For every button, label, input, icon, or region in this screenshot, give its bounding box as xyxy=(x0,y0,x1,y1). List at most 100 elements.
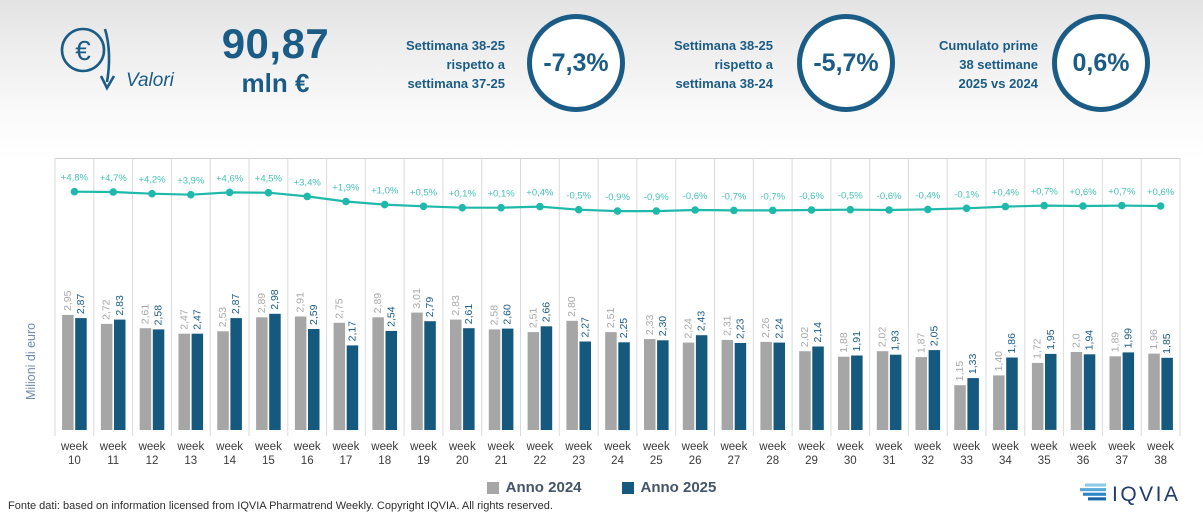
kpi-label-line: settimana 37-25 xyxy=(407,75,505,91)
week-label: week xyxy=(952,441,980,453)
bar-anno-2024 xyxy=(372,317,384,430)
line-point xyxy=(497,203,505,212)
bar-anno-2024 xyxy=(100,323,113,430)
line-point-label: -0,1% xyxy=(954,189,979,200)
bar-anno-2024 xyxy=(644,339,656,430)
bar-value-2024: 2,51 xyxy=(527,308,539,329)
bar-anno-2025 xyxy=(308,329,320,430)
kpi-label-line: rispetto a xyxy=(446,56,505,72)
line-point xyxy=(807,206,816,214)
bar-value-2025: 2,27 xyxy=(579,317,591,338)
bar-value-2024: 2,89 xyxy=(256,293,268,314)
line-point-label: +0,1% xyxy=(487,189,515,200)
bar-anno-2024 xyxy=(915,357,927,430)
line-point-label: +0,4% xyxy=(992,188,1020,199)
week-number: 17 xyxy=(340,455,353,467)
bar-value-2024: 2,47 xyxy=(178,309,190,330)
line-point-label: -0,9% xyxy=(605,192,630,203)
valori-badge: € Valori xyxy=(56,20,226,120)
week-number: 24 xyxy=(611,455,624,467)
week-number: 33 xyxy=(960,455,973,467)
week-label: week xyxy=(448,441,476,453)
bar-anno-2025 xyxy=(114,319,126,430)
headline-value: 90,87 xyxy=(221,20,330,67)
bar-anno-2025 xyxy=(967,378,979,430)
bar-value-2025: 1,33 xyxy=(967,354,979,375)
week-number: 20 xyxy=(456,455,469,467)
bar-anno-2024 xyxy=(1109,356,1121,430)
bar-anno-2024 xyxy=(178,333,190,430)
bar-value-2024: 2,31 xyxy=(721,315,733,336)
legend-label-2025: Anno 2025 xyxy=(640,479,717,496)
bar-anno-2025 xyxy=(269,313,281,430)
bar-anno-2024 xyxy=(605,332,617,430)
week-number: 23 xyxy=(572,455,585,467)
bar-anno-2024 xyxy=(993,375,1005,430)
line-point-label: -0,5% xyxy=(566,191,591,202)
bar-value-2025: 2,43 xyxy=(696,311,708,332)
bar-anno-2025 xyxy=(385,330,397,430)
week-number: 30 xyxy=(844,455,857,467)
kpi-value: -5,7% xyxy=(813,48,879,77)
week-label: week xyxy=(487,441,515,453)
bar-value-2024: 2,89 xyxy=(372,293,384,314)
bar-value-2025: 2,87 xyxy=(230,294,242,315)
week-label: week xyxy=(875,441,903,453)
bar-anno-2025 xyxy=(152,329,165,430)
week-number: 36 xyxy=(1077,455,1090,467)
legend-label-2024: Anno 2024 xyxy=(505,479,582,496)
bar-value-2024: 2,33 xyxy=(644,315,656,336)
bar-anno-2025 xyxy=(657,340,669,430)
line-point-label: -0,7% xyxy=(760,191,785,202)
line-point-label: +4,6% xyxy=(216,173,244,184)
kpi-value: -7,3% xyxy=(543,48,609,77)
bar-anno-2024 xyxy=(1070,352,1083,430)
bar-value-2024: 2,75 xyxy=(333,298,345,319)
week-number: 34 xyxy=(999,455,1012,467)
bar-anno-2025 xyxy=(1045,353,1057,430)
week-label: week xyxy=(60,441,88,453)
week-number: 12 xyxy=(146,455,159,467)
week-number: 19 xyxy=(417,455,430,467)
kpi-label-line: Cumulato prime xyxy=(939,38,1038,53)
week-label: week xyxy=(1107,441,1135,453)
line-point xyxy=(458,203,467,212)
line-point xyxy=(264,188,273,197)
line-point-label: +0,6% xyxy=(1069,187,1097,198)
line-point xyxy=(924,205,932,214)
week-label: week xyxy=(138,441,166,453)
legend-swatch-2024 xyxy=(486,481,499,494)
bar-value-2025: 1,99 xyxy=(1122,328,1134,349)
bar-value-2024: 2,02 xyxy=(877,327,889,348)
bar-value-2024: 2,24 xyxy=(683,318,695,339)
line-point-label: -0,6% xyxy=(683,191,708,202)
kpi-label-line: settimana 38-24 xyxy=(675,75,773,91)
week-number: 14 xyxy=(223,455,236,467)
bar-anno-2025 xyxy=(579,341,591,430)
line-point xyxy=(962,204,971,213)
bar-value-2024: 2,26 xyxy=(760,317,772,338)
week-label: week xyxy=(409,441,437,453)
week-number: 18 xyxy=(378,455,391,467)
line-point-label: -0,6% xyxy=(877,191,902,202)
week-number: 26 xyxy=(689,455,702,467)
bar-anno-2025 xyxy=(501,328,514,430)
week-label: week xyxy=(1146,441,1174,453)
bar-anno-2024 xyxy=(838,356,850,430)
bar-anno-2024 xyxy=(333,322,346,431)
week-number: 13 xyxy=(184,455,197,467)
kpi-label-line: 38 settimane xyxy=(959,56,1038,72)
bar-value-2025: 2,79 xyxy=(424,297,436,318)
bar-anno-2024 xyxy=(527,332,540,430)
bar-value-2025: 2,54 xyxy=(385,306,397,327)
kpi-week-vs-last-year-value: -5,7% xyxy=(797,14,895,112)
week-number: 22 xyxy=(534,455,547,467)
bar-anno-2024 xyxy=(682,342,695,430)
line-point xyxy=(148,189,156,198)
bar-anno-2025 xyxy=(1122,352,1135,430)
bar-anno-2024 xyxy=(876,351,889,430)
week-number: 16 xyxy=(301,455,314,467)
line-point xyxy=(730,206,738,215)
line-point-label: +0,7% xyxy=(1031,187,1059,198)
bar-anno-2025 xyxy=(695,335,708,430)
